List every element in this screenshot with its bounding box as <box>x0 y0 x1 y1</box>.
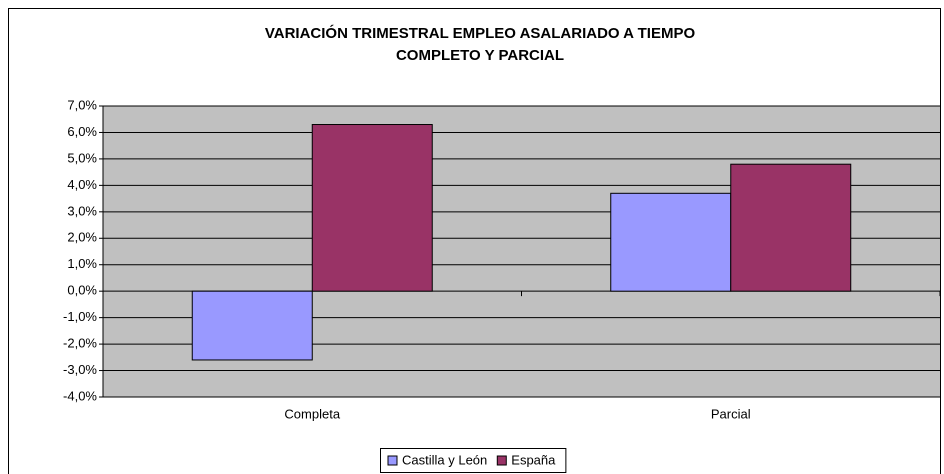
bar <box>610 192 732 292</box>
legend-label: Castilla y León <box>402 452 487 467</box>
y-tick-label: 3,0% <box>67 203 97 218</box>
chart-title: COMPLETO Y PARCIAL <box>396 47 564 64</box>
y-tick-label: -2,0% <box>63 336 97 351</box>
legend-swatch <box>496 455 507 466</box>
y-tick-label: 6,0% <box>67 124 97 139</box>
y-tick-label: 0,0% <box>67 283 97 298</box>
y-tick-label: 4,0% <box>67 177 97 192</box>
x-tick-label: Completa <box>284 406 340 421</box>
y-tick-label: 1,0% <box>67 256 97 271</box>
y-tick-label: -1,0% <box>63 309 97 324</box>
bar <box>311 124 433 292</box>
legend <box>380 448 567 473</box>
legend-swatch <box>387 455 398 466</box>
legend-label: España <box>511 452 556 467</box>
y-tick-label: 7,0% <box>67 97 97 112</box>
y-tick-label: -3,0% <box>63 362 97 377</box>
bar <box>730 163 852 292</box>
chart-title: VARIACIÓN TRIMESTRAL EMPLEO ASALARIADO A… <box>265 24 696 42</box>
y-tick-label: 5,0% <box>67 150 97 165</box>
y-tick-label: -4,0% <box>63 388 97 403</box>
bar <box>191 290 313 361</box>
x-tick-label: Parcial <box>711 406 751 421</box>
y-tick-label: 2,0% <box>67 230 97 245</box>
